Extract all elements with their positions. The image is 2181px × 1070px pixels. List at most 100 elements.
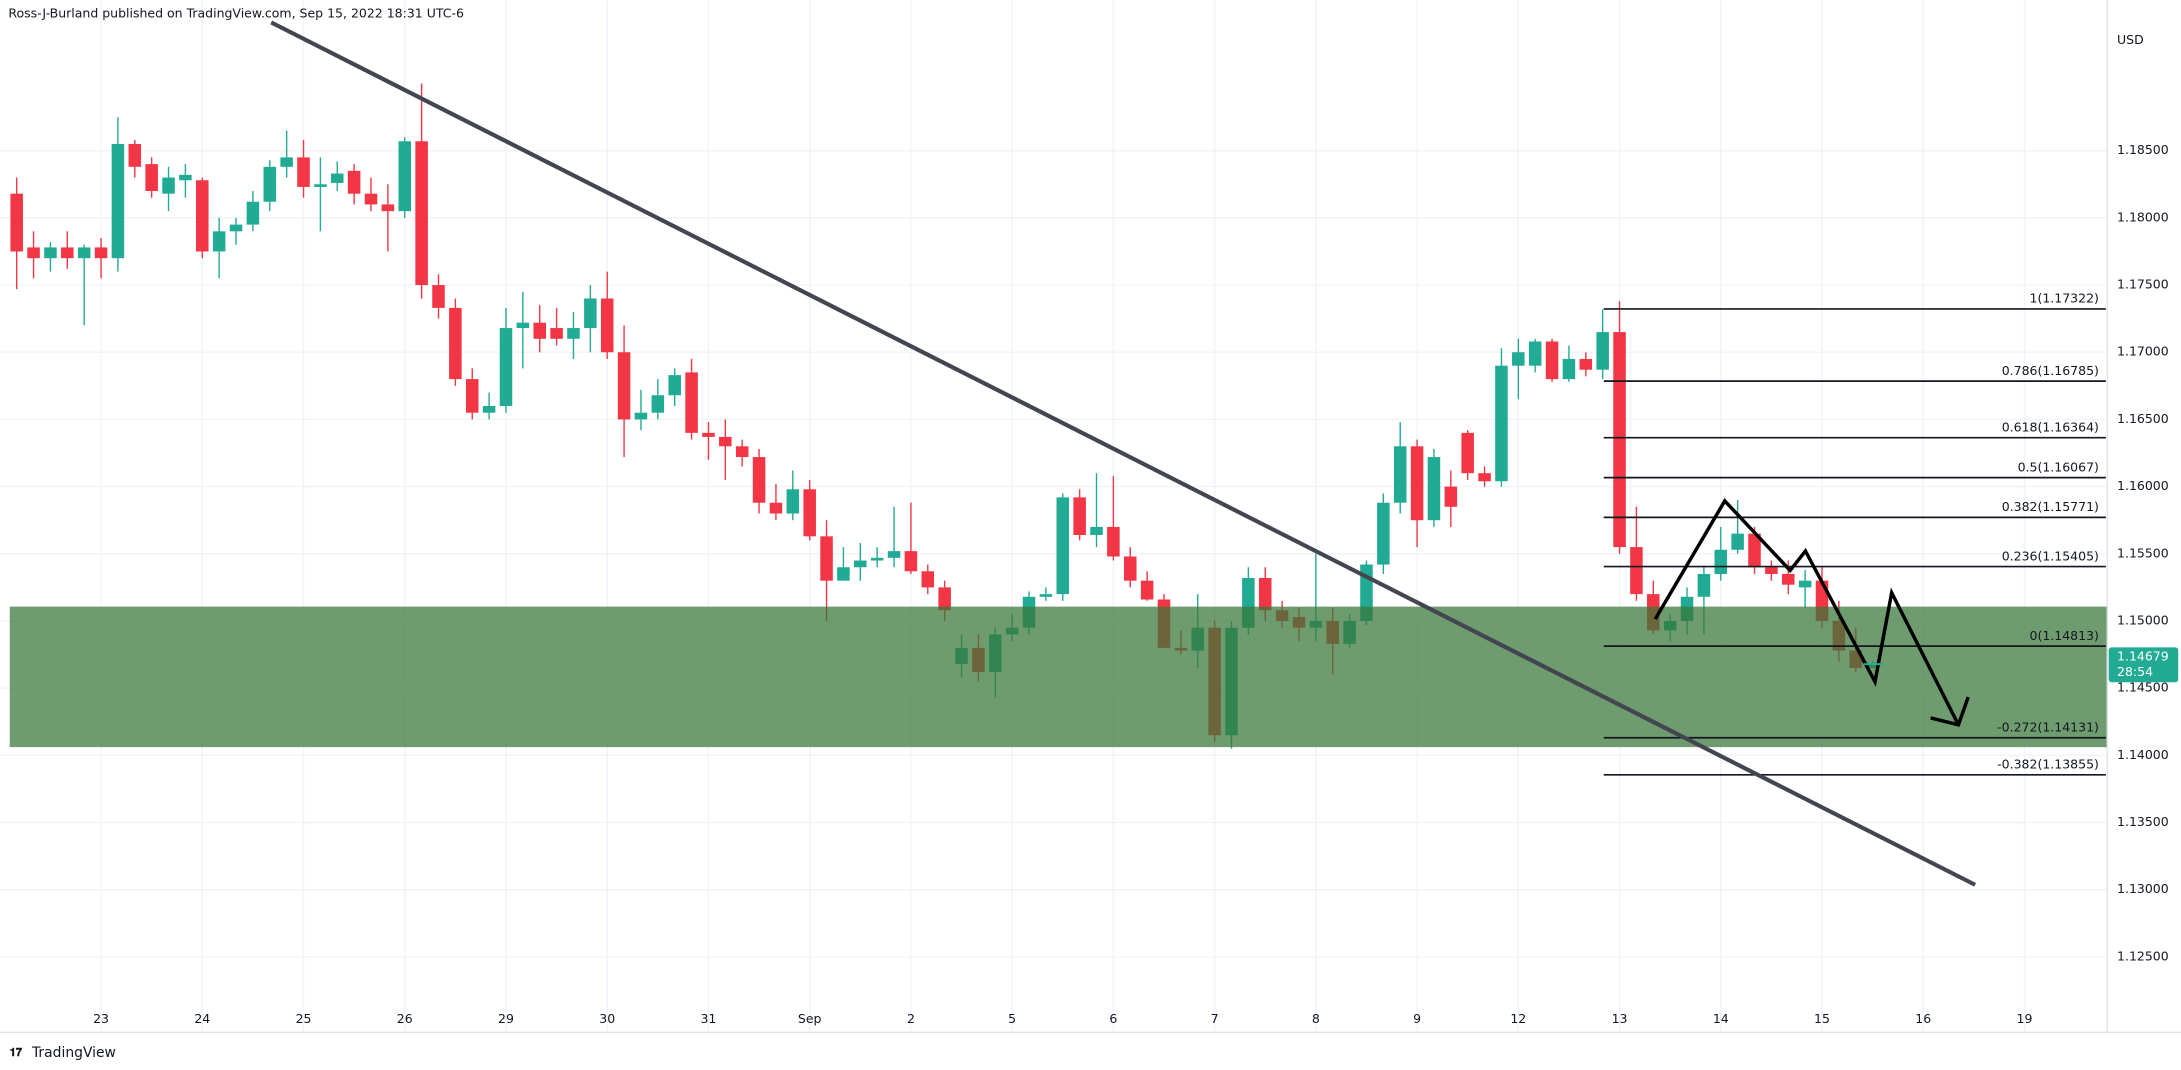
support-zone xyxy=(9,606,2108,748)
candle-body xyxy=(499,328,513,406)
candle-body xyxy=(1596,332,1609,370)
y-tick-label: 1.13000 xyxy=(2117,881,2169,896)
candle-body xyxy=(61,247,74,259)
candle-body xyxy=(938,587,951,611)
candle-body xyxy=(196,180,209,252)
candle-body xyxy=(1393,446,1407,503)
fib-level-label: 0.382(1.15771) xyxy=(2002,499,2099,514)
trend-line xyxy=(270,20,1977,887)
candle-body xyxy=(752,457,766,503)
fib-level-label: 0.5(1.16067) xyxy=(2018,459,2099,474)
candle-body xyxy=(331,173,344,183)
candle-body xyxy=(128,143,142,167)
candle-body xyxy=(246,201,260,225)
candle-body xyxy=(600,298,614,353)
y-tick-label: 1.15000 xyxy=(2117,612,2169,627)
x-tick-label: 25 xyxy=(296,1011,312,1026)
candle-body xyxy=(1377,502,1390,565)
candle-body xyxy=(297,157,310,187)
candle-body xyxy=(263,166,277,202)
x-tick-label: 16 xyxy=(1915,1011,1931,1026)
candle-body xyxy=(668,375,681,396)
fib-level-label: 0.236(1.15405) xyxy=(2002,548,2099,563)
candle-body xyxy=(1782,573,1795,585)
x-tick-label: 6 xyxy=(1109,1011,1117,1026)
candle-body xyxy=(870,557,884,561)
candle-body xyxy=(415,141,428,286)
fib-level-label: 0.786(1.16785) xyxy=(2002,363,2099,378)
candle-body xyxy=(685,372,698,433)
fib-retracement: 1(1.17322) 0.786(1.16785) 0.618(1.16364) 0.… xyxy=(1603,291,2106,776)
candle-body xyxy=(1697,573,1711,597)
candle-body xyxy=(584,298,597,329)
candles xyxy=(10,83,1879,749)
candle-body xyxy=(1765,567,1778,574)
candle-body xyxy=(921,571,935,588)
y-tick-label: 1.16000 xyxy=(2117,478,2169,493)
candle-body xyxy=(617,352,631,420)
candle-body xyxy=(280,157,293,167)
candle-body xyxy=(516,322,530,329)
candle-body xyxy=(398,141,412,212)
candle-body xyxy=(1056,497,1070,595)
candle-body xyxy=(1444,486,1458,507)
candle-body xyxy=(1798,580,1812,588)
x-tick-label: 5 xyxy=(1008,1011,1016,1026)
candle-body xyxy=(1495,365,1508,482)
candle-body xyxy=(550,328,563,339)
y-tick-label: 1.18000 xyxy=(2117,209,2169,224)
candle-body xyxy=(786,489,800,514)
candle-body xyxy=(820,536,833,581)
candle-body xyxy=(482,405,496,413)
candle-body xyxy=(162,177,175,194)
axes: 1.18500 1.18000 1.17500 1.17000 1.16500 1.160… xyxy=(93,142,2179,1026)
candle-body xyxy=(212,231,226,252)
x-tick-label: 7 xyxy=(1211,1011,1219,1026)
y-tick-label: 1.13500 xyxy=(2117,814,2169,829)
candle-body xyxy=(1427,457,1441,521)
candle-body xyxy=(314,184,327,187)
currency-label: USD xyxy=(2117,32,2144,47)
candle-body xyxy=(769,502,783,514)
x-tick-label: 26 xyxy=(397,1011,413,1026)
candle-body xyxy=(1073,497,1086,535)
fib-level-label: 0.618(1.16364) xyxy=(2002,419,2099,434)
projection-arrowhead xyxy=(1930,696,1970,727)
candle-body xyxy=(1140,580,1154,600)
candle-body xyxy=(1090,526,1103,535)
candle-body xyxy=(94,247,108,259)
candle-body xyxy=(1258,577,1272,611)
candle-body xyxy=(1039,594,1053,597)
candle-body xyxy=(702,432,715,437)
fib-level-label: -0.382(1.13855) xyxy=(1997,757,2099,772)
x-tick-label: 9 xyxy=(1413,1011,1421,1026)
candle-body xyxy=(1478,473,1491,482)
y-tick-label: 1.14000 xyxy=(2117,747,2169,762)
y-tick-label: 1.17000 xyxy=(2117,344,2169,359)
candle-body xyxy=(179,174,192,181)
candle-body xyxy=(347,170,361,194)
grid xyxy=(0,0,2108,1033)
candle-body xyxy=(1714,549,1728,574)
candle-body xyxy=(1123,556,1137,581)
candle-body xyxy=(77,247,91,259)
projection-path xyxy=(1653,498,1961,726)
y-tick-label: 1.12500 xyxy=(2117,948,2169,963)
y-tick-label: 1.17500 xyxy=(2117,277,2169,292)
candle-body xyxy=(1528,341,1542,366)
candle-body xyxy=(567,328,580,339)
candle-body xyxy=(27,247,40,259)
y-tick-label: 1.15500 xyxy=(2117,545,2169,560)
candle-body xyxy=(432,285,445,308)
candle-body xyxy=(1613,332,1626,548)
publisher-text: Ross-J-Burland published on TradingView.… xyxy=(8,6,464,21)
candle-body xyxy=(1107,526,1120,557)
fib-level-label: -0.272(1.14131) xyxy=(1997,720,2099,735)
candle-body xyxy=(887,551,901,558)
candle-body xyxy=(634,412,648,420)
candle-body xyxy=(381,204,395,212)
candle-body xyxy=(651,395,665,413)
candle-body xyxy=(735,446,749,458)
